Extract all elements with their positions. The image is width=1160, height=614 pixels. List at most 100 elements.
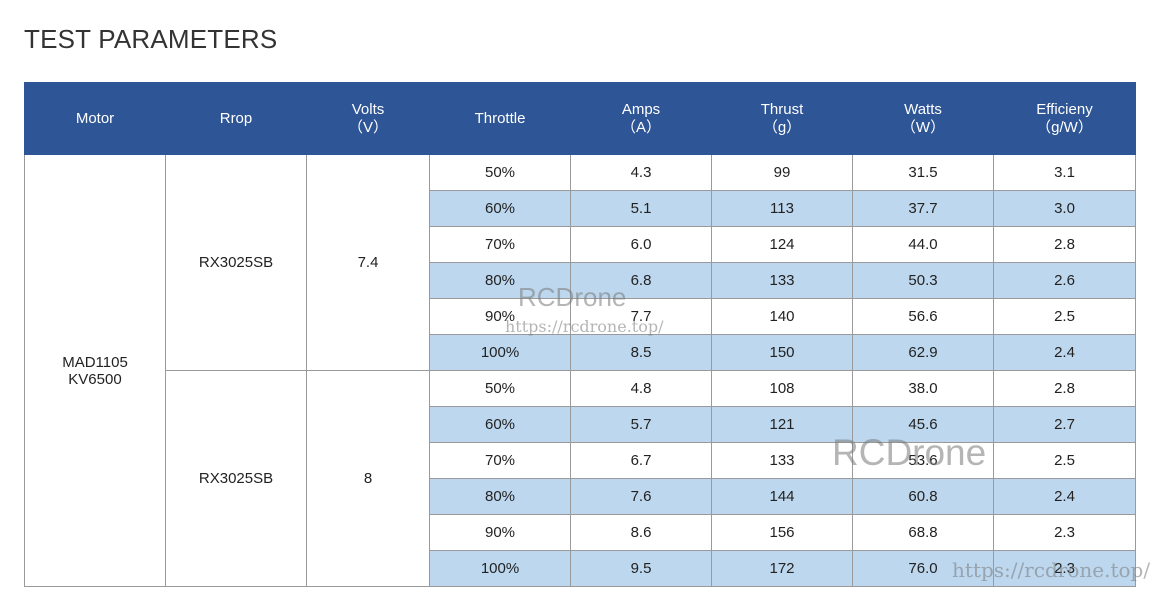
data-cell: 140 xyxy=(711,298,853,335)
header-unit: （W） xyxy=(900,118,946,136)
data-cell: 5.7 xyxy=(570,406,712,443)
header-label: Volts xyxy=(351,100,385,118)
data-cell: 2.3 xyxy=(993,514,1136,551)
table-row: 100% 8.5 150 62.9 2.4 xyxy=(25,334,1136,371)
header-label: Efficieny xyxy=(1036,100,1093,118)
data-cell: 80% xyxy=(429,478,571,515)
header-unit: （A） xyxy=(620,118,661,136)
data-cell: 7.7 xyxy=(570,298,712,335)
table-row: 80% 7.6 144 60.8 2.4 xyxy=(25,478,1136,515)
data-cell: 80% xyxy=(429,262,571,299)
data-cell: 8.5 xyxy=(570,334,712,371)
data-cell: 50% xyxy=(429,154,571,191)
data-cell: 108 xyxy=(711,370,853,407)
parameters-table: Motor Rrop Volts （V） Throttle Amps （A） Thrust （g… xyxy=(24,82,1136,587)
data-cell: 133 xyxy=(711,442,853,479)
data-cell: 2.3 xyxy=(993,550,1136,587)
data-cell: 100% xyxy=(429,334,571,371)
data-cell: 8.6 xyxy=(570,514,712,551)
data-cell: 45.6 xyxy=(852,406,994,443)
data-cell: 6.7 xyxy=(570,442,712,479)
data-cell: 3.1 xyxy=(993,154,1136,191)
data-cell: 2.6 xyxy=(993,262,1136,299)
data-cell: 2.5 xyxy=(993,442,1136,479)
data-cell: 53.6 xyxy=(852,442,994,479)
data-cell: 9.5 xyxy=(570,550,712,587)
data-cell: 50.3 xyxy=(852,262,994,299)
prop-cell: RX3025SB xyxy=(165,154,307,371)
data-cell: 37.7 xyxy=(852,190,994,227)
data-cell: 90% xyxy=(429,514,571,551)
header-cell: Efficieny （g/W） xyxy=(993,82,1136,155)
header-label: Watts xyxy=(904,100,942,118)
table-row: MAD1105 KV6500 RX3025SB 7.4 50% 4.3 99 31.5 3.1 xyxy=(24,154,1136,587)
data-cell: 2.8 xyxy=(993,370,1136,407)
motor-line: MAD1105 xyxy=(62,353,128,371)
data-cell: 2.4 xyxy=(993,334,1136,371)
data-cell: 70% xyxy=(429,226,571,263)
header-cell: Watts （W） xyxy=(852,82,994,155)
header-row: Motor Rrop Volts （V） Throttle Amps （A） Thrust （g… xyxy=(24,82,1136,155)
data-cell: 5.1 xyxy=(570,190,712,227)
data-cell: 2.5 xyxy=(993,298,1136,335)
data-cell: 6.8 xyxy=(570,262,712,299)
data-cell: 133 xyxy=(711,262,853,299)
header-label: Thrust xyxy=(760,100,804,118)
data-cell: 3.0 xyxy=(993,190,1136,227)
data-cell: 44.0 xyxy=(852,226,994,263)
header-cell: Amps （A） xyxy=(570,82,712,155)
header-unit: （g/W） xyxy=(1036,118,1093,136)
data-cell: 62.9 xyxy=(852,334,994,371)
volts-cell: 7.4 xyxy=(306,154,430,371)
header-label: Throttle xyxy=(474,109,526,127)
table-row: 100% 9.5 172 76.0 2.3 xyxy=(25,550,1136,587)
data-cell: 150 xyxy=(711,334,853,371)
data-cell: 113 xyxy=(711,190,853,227)
data-cell: 4.3 xyxy=(570,154,712,191)
prop-cell: RX3025SB xyxy=(165,370,307,587)
data-cell: 7.6 xyxy=(570,478,712,515)
data-cell: 2.4 xyxy=(993,478,1136,515)
header-unit: （g） xyxy=(762,118,802,136)
header-cell: Rrop xyxy=(165,82,307,155)
table-row: 60% 5.1 113 37.7 3.0 xyxy=(25,190,1136,227)
table-row: 60% 5.7 121 45.6 2.7 xyxy=(25,406,1136,443)
header-cell: Throttle xyxy=(429,82,571,155)
data-cell: 172 xyxy=(711,550,853,587)
data-cell: 56.6 xyxy=(852,298,994,335)
header-cell: Thrust （g） xyxy=(711,82,853,155)
data-cell: 38.0 xyxy=(852,370,994,407)
table-body: MAD1105 KV6500 RX3025SB 7.4 50% 4.3 99 31.5 3.1 6… xyxy=(24,154,1136,587)
data-cell: 100% xyxy=(429,550,571,587)
header-unit: （V） xyxy=(347,118,388,136)
data-cell: 60% xyxy=(429,406,571,443)
data-cell: 76.0 xyxy=(852,550,994,587)
data-cell: 99 xyxy=(711,154,853,191)
data-cell: 70% xyxy=(429,442,571,479)
table-row: 80% 6.8 133 50.3 2.6 xyxy=(25,262,1136,299)
table-row: RX3025SB 8 50% 4.8 108 38.0 2.8 xyxy=(25,370,1136,587)
header-label: Motor xyxy=(75,109,115,127)
data-cell: 31.5 xyxy=(852,154,994,191)
data-cell: 2.7 xyxy=(993,406,1136,443)
header-label: Rrop xyxy=(219,109,253,127)
table-row: 70% 6.0 124 44.0 2.8 xyxy=(25,226,1136,263)
data-cell: 6.0 xyxy=(570,226,712,263)
data-cell: 50% xyxy=(429,370,571,407)
data-cell: 68.8 xyxy=(852,514,994,551)
table-row: 90% 7.7 140 56.6 2.5 xyxy=(25,298,1136,335)
data-cell: 60.8 xyxy=(852,478,994,515)
motor-line: KV6500 xyxy=(68,370,122,388)
table-row: 70% 6.7 133 53.6 2.5 xyxy=(25,442,1136,479)
volts-cell: 8 xyxy=(306,370,430,587)
data-cell: 60% xyxy=(429,190,571,227)
motor-cell: MAD1105 KV6500 xyxy=(24,154,166,587)
data-cell: 144 xyxy=(711,478,853,515)
header-cell: Motor xyxy=(24,82,166,155)
header-cell: Volts （V） xyxy=(306,82,430,155)
data-cell: 90% xyxy=(429,298,571,335)
data-cell: 156 xyxy=(711,514,853,551)
data-cell: 124 xyxy=(711,226,853,263)
data-cell: 4.8 xyxy=(570,370,712,407)
